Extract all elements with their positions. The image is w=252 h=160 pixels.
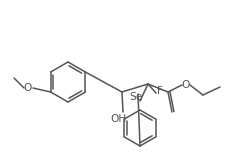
Text: O: O (181, 80, 190, 90)
Text: Se: Se (129, 92, 142, 102)
Text: O: O (24, 83, 32, 93)
Text: F: F (156, 86, 162, 96)
Text: OH: OH (110, 114, 127, 124)
